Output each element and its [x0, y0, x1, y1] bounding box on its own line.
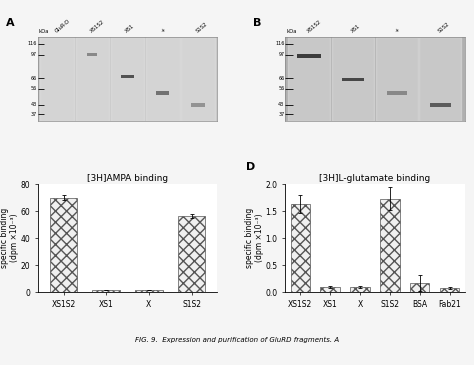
Text: XS1: XS1	[124, 23, 136, 34]
Bar	[410, 283, 429, 292]
Text: 56: 56	[31, 86, 37, 91]
Bar	[40, 36, 74, 121]
Bar	[350, 287, 370, 292]
Y-axis label: specific binding
(dpm ×10⁻³): specific binding (dpm ×10⁻³)	[0, 208, 19, 268]
Bar	[191, 103, 204, 107]
Bar	[181, 36, 215, 121]
Bar	[297, 54, 321, 58]
Bar	[387, 91, 407, 95]
Bar	[92, 290, 120, 292]
Y-axis label: specific binding
(dpm ×10⁻³): specific binding (dpm ×10⁻³)	[245, 208, 264, 268]
Bar	[135, 290, 163, 292]
Bar	[376, 36, 418, 121]
Bar	[440, 288, 459, 292]
Bar	[320, 287, 340, 292]
Title: [3H]L-glutamate binding: [3H]L-glutamate binding	[319, 174, 430, 183]
Bar	[121, 75, 134, 78]
Text: S1S2: S1S2	[437, 22, 451, 34]
Text: GluR-D: GluR-D	[54, 19, 71, 34]
Bar	[88, 53, 97, 57]
Text: 37: 37	[31, 112, 37, 117]
Text: XS1S2: XS1S2	[306, 19, 322, 34]
Bar	[146, 36, 180, 121]
Text: 116: 116	[28, 41, 37, 46]
Text: 43: 43	[31, 103, 37, 107]
Text: FIG. 9.  Expression and purification of GluRD fragments. A: FIG. 9. Expression and purification of G…	[135, 337, 339, 343]
Text: +: +	[393, 27, 400, 34]
Text: 66: 66	[278, 76, 284, 81]
Text: S1S2: S1S2	[195, 22, 208, 34]
Text: +: +	[159, 27, 166, 34]
Text: D: D	[246, 162, 255, 172]
Text: 97: 97	[278, 52, 284, 57]
Text: 56: 56	[278, 86, 284, 91]
Text: 43: 43	[278, 103, 284, 107]
Text: 97: 97	[31, 52, 37, 57]
Text: 66: 66	[31, 76, 37, 81]
Bar	[50, 197, 77, 292]
Bar	[156, 91, 169, 95]
Text: B: B	[253, 18, 261, 28]
Bar	[342, 77, 364, 81]
Title: [3H]AMPA binding: [3H]AMPA binding	[87, 174, 168, 183]
Bar	[429, 103, 451, 107]
Text: 37: 37	[278, 112, 284, 117]
Bar	[380, 199, 400, 292]
Text: kDa: kDa	[38, 29, 49, 34]
Text: XS1: XS1	[350, 23, 361, 34]
Bar	[419, 36, 462, 121]
Bar	[332, 36, 374, 121]
Text: kDa: kDa	[286, 29, 297, 34]
Text: 116: 116	[275, 41, 284, 46]
Bar	[110, 36, 145, 121]
Bar	[288, 36, 330, 121]
Text: XS1S2: XS1S2	[89, 19, 106, 34]
Bar	[291, 204, 310, 292]
Text: A: A	[6, 18, 14, 28]
Bar	[178, 216, 205, 292]
Bar	[75, 36, 109, 121]
